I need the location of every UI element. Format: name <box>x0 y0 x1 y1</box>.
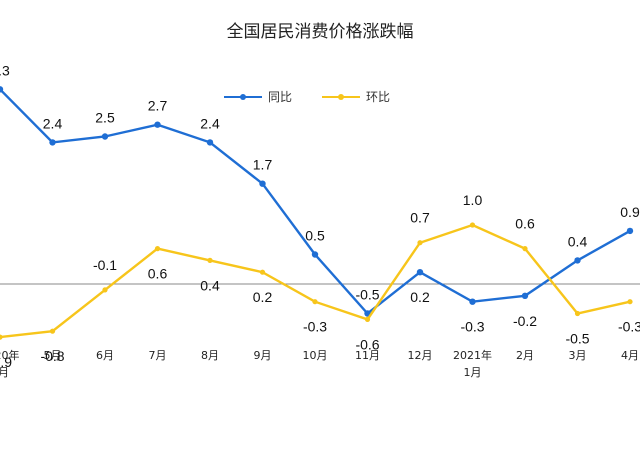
x-tick-label: 11月 <box>355 349 380 362</box>
data-label-mom: 0.7 <box>410 210 430 226</box>
x-tick-label: 2月 <box>516 349 534 362</box>
data-label-yoy: 2.4 <box>200 115 220 131</box>
point-mom <box>207 257 213 263</box>
point-mom <box>522 246 528 252</box>
x-tick-label: 7月 <box>149 349 167 362</box>
legend-label-yoy: 同比 <box>268 90 292 104</box>
point-mom <box>102 287 108 293</box>
point-mom <box>0 334 3 340</box>
data-label-yoy: -0.3 <box>460 319 484 335</box>
point-yoy <box>416 269 424 276</box>
point-yoy <box>626 227 634 235</box>
data-label-yoy: 0.9 <box>620 204 640 220</box>
data-label-yoy: 3.3 <box>0 62 10 78</box>
point-yoy <box>469 298 476 305</box>
data-label-mom: -0.1 <box>93 257 117 273</box>
legend-marker-mom <box>338 94 344 100</box>
data-label-mom: -0.3 <box>303 319 327 335</box>
point-mom <box>574 310 581 317</box>
x-tick-label: 2020年4月 <box>0 348 20 379</box>
point-yoy <box>259 180 266 187</box>
point-mom <box>312 299 318 305</box>
x-tick-label: 3月 <box>569 349 587 362</box>
x-tick-label: 10月 <box>303 349 328 362</box>
point-mom <box>364 316 371 322</box>
x-tick-label: 4月 <box>621 349 639 362</box>
point-mom <box>417 240 423 246</box>
point-yoy <box>101 133 109 140</box>
point-yoy <box>206 139 214 146</box>
point-yoy <box>49 139 56 146</box>
data-label-yoy: -0.2 <box>513 313 537 329</box>
data-label-mom: 0.4 <box>200 277 220 293</box>
point-mom <box>259 269 266 275</box>
legend: 同比 环比 <box>224 90 390 104</box>
point-mom <box>49 328 56 334</box>
x-tick-label: 6月 <box>96 349 114 362</box>
data-label-yoy: 1.7 <box>253 157 273 173</box>
data-label-yoy: 2.5 <box>95 110 115 126</box>
x-tick-label: 9月 <box>254 349 272 362</box>
data-label-yoy: 2.4 <box>43 115 63 131</box>
point-yoy <box>0 86 4 93</box>
point-yoy <box>154 121 161 128</box>
data-label-yoy: 0.4 <box>568 233 588 249</box>
data-label-yoy: 2.7 <box>148 98 168 114</box>
x-tick-label: 2021年 1月 <box>453 348 492 379</box>
x-tick-label: 12月 <box>408 349 433 362</box>
legend-label-mom: 环比 <box>366 90 390 104</box>
point-mom <box>469 222 476 228</box>
x-tick-label: 5月 <box>44 349 62 362</box>
data-label-mom: -0.8 <box>40 348 64 364</box>
x-tick-label: 8月 <box>201 349 219 362</box>
data-label-yoy: 0.5 <box>305 228 325 244</box>
chart-title: 全国居民消费价格涨跌幅 <box>227 22 414 42</box>
point-yoy <box>574 257 581 264</box>
data-label-mom: -0.3 <box>618 319 640 335</box>
legend-entry-yoy: 同比 <box>224 90 292 104</box>
data-label-mom: -0.6 <box>355 336 379 352</box>
data-label-mom: -0.5 <box>565 331 589 347</box>
data-label-mom: 0.6 <box>148 266 168 282</box>
data-label-mom: 1.0 <box>463 192 483 208</box>
data-label-mom: 0.6 <box>515 216 535 232</box>
point-mom <box>627 299 633 305</box>
point-yoy <box>521 292 529 299</box>
point-mom <box>154 246 161 252</box>
legend-marker-yoy <box>240 94 246 100</box>
data-label-mom: 0.2 <box>253 289 273 305</box>
data-label-yoy: 0.2 <box>410 289 430 305</box>
data-label-mom: -0.9 <box>0 354 12 370</box>
data-label-yoy: -0.5 <box>355 287 379 303</box>
point-yoy <box>311 251 319 258</box>
legend-entry-mom: 环比 <box>322 90 390 104</box>
